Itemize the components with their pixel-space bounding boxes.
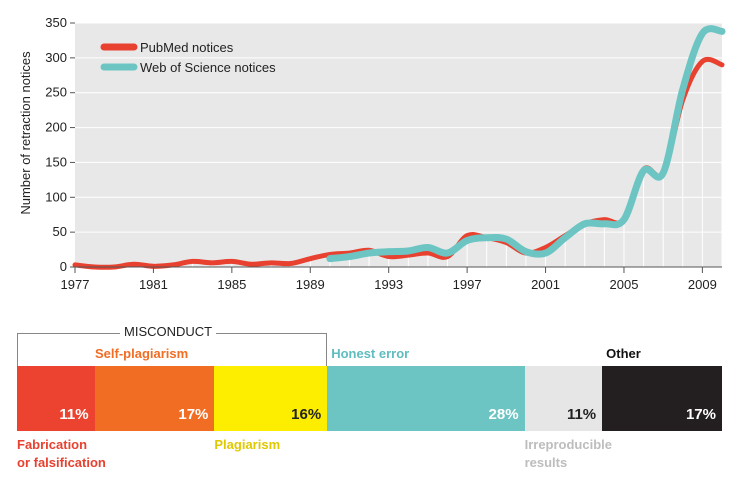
x-tick-label: 1977 xyxy=(61,277,90,292)
y-tick-label: 200 xyxy=(45,120,67,135)
y-axis-label: Number of retraction notices xyxy=(18,51,33,215)
y-tick-label: 100 xyxy=(45,189,67,204)
y-tick-label: 350 xyxy=(45,15,67,30)
bar-value-label: 28% xyxy=(488,406,519,423)
y-gridlines xyxy=(75,22,722,268)
y-tick-label: 150 xyxy=(45,154,67,169)
x-tick-label: 2009 xyxy=(688,277,717,292)
x-tick-label: 1997 xyxy=(453,277,482,292)
legend-label: Web of Science notices xyxy=(140,60,276,75)
x-tick-label: 2005 xyxy=(610,277,639,292)
bar-value-label: 11% xyxy=(566,406,597,423)
x-tick-label: 1981 xyxy=(139,277,168,292)
category-label: Fabrication or falsification xyxy=(17,437,106,470)
y-tick-label: 250 xyxy=(45,85,67,100)
bar-segment: 17% xyxy=(602,366,722,431)
bar-segment: 11% xyxy=(17,366,95,431)
category-label: Other xyxy=(606,346,641,361)
category-label: Plagiarism xyxy=(214,437,281,452)
y-tick-label: 0 xyxy=(60,259,67,274)
series-layer xyxy=(72,25,726,270)
bar-segment: 28% xyxy=(327,366,525,431)
legend-label: PubMed notices xyxy=(140,40,234,55)
category-label: Honest error xyxy=(331,346,410,361)
y-tick-label: 300 xyxy=(45,50,67,65)
x-tick-label: 1989 xyxy=(296,277,325,292)
bar-segment: 16% xyxy=(214,366,328,431)
axes-layer: 0 50 100 150 200 250 300 350 1977 1981 1985 1989 199… xyxy=(45,15,722,292)
category-label: Self-plagiarism xyxy=(95,346,189,361)
category-label: Irreproducible results xyxy=(524,437,613,470)
y-tick-label: 50 xyxy=(53,224,67,239)
bar-value-label: 11% xyxy=(59,406,89,423)
bar-segment: 11% xyxy=(524,366,603,431)
series-line-web-of-science xyxy=(326,25,726,263)
bar-value-label: 17% xyxy=(178,406,209,423)
bar-value-label: 17% xyxy=(685,406,716,423)
bar-segment: 17% xyxy=(94,366,215,431)
x-tick-label: 2001 xyxy=(531,277,560,292)
misconduct-label: MISCONDUCT xyxy=(120,324,217,339)
x-tick-label: 1993 xyxy=(374,277,403,292)
x-tick-label: 1985 xyxy=(217,277,246,292)
bar-value-label: 16% xyxy=(291,406,322,423)
legend: PubMed notices Web of Science notices xyxy=(100,40,276,75)
